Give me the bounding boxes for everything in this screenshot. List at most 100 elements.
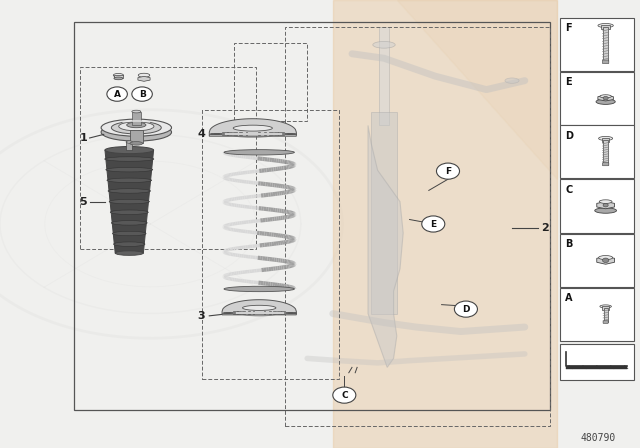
Circle shape [333, 387, 356, 403]
Bar [132, 112, 141, 125]
Ellipse shape [108, 189, 150, 193]
Ellipse shape [598, 255, 612, 260]
Polygon shape [368, 125, 403, 367]
Bar [234, 43, 307, 121]
Bar [74, 22, 550, 410]
Bar [371, 112, 397, 314]
Text: D: D [462, 305, 470, 314]
Text: F: F [565, 23, 572, 33]
Bar [601, 25, 610, 29]
Bar [114, 75, 123, 78]
Bar [566, 366, 627, 369]
Ellipse shape [600, 305, 611, 308]
Bar [560, 125, 634, 178]
Ellipse shape [598, 23, 613, 28]
Ellipse shape [132, 110, 141, 113]
Circle shape [454, 301, 477, 317]
Circle shape [107, 87, 127, 101]
Text: F: F [445, 167, 451, 176]
FancyBboxPatch shape [602, 60, 609, 64]
Bar [379, 27, 389, 125]
Ellipse shape [505, 78, 519, 83]
Bar [126, 142, 132, 150]
Circle shape [436, 163, 460, 179]
Ellipse shape [595, 208, 616, 213]
Ellipse shape [127, 122, 146, 128]
Ellipse shape [243, 305, 276, 310]
Bar [560, 18, 634, 71]
Bar [602, 306, 609, 310]
Bar [603, 27, 608, 61]
Text: B: B [139, 90, 145, 99]
Text: 2: 2 [541, 224, 549, 233]
Polygon shape [333, 0, 557, 448]
Bar [560, 344, 634, 380]
Text: 4: 4 [198, 129, 205, 139]
Circle shape [603, 96, 608, 100]
Ellipse shape [372, 41, 396, 48]
Text: 3: 3 [198, 311, 205, 321]
Ellipse shape [111, 121, 161, 134]
Bar [285, 27, 550, 426]
Circle shape [132, 87, 152, 101]
Polygon shape [138, 77, 150, 82]
Text: 1: 1 [79, 133, 87, 143]
Bar [80, 67, 256, 249]
Text: C: C [565, 185, 572, 194]
Polygon shape [596, 202, 614, 209]
Ellipse shape [130, 142, 143, 145]
Ellipse shape [107, 178, 152, 182]
Polygon shape [105, 150, 154, 253]
Circle shape [603, 203, 608, 207]
Ellipse shape [105, 146, 154, 154]
Ellipse shape [101, 119, 172, 136]
Ellipse shape [115, 251, 143, 255]
FancyBboxPatch shape [602, 163, 609, 166]
Ellipse shape [596, 99, 615, 104]
Polygon shape [596, 256, 614, 264]
Bar [560, 179, 634, 233]
Circle shape [422, 216, 445, 232]
Text: B: B [565, 239, 573, 249]
Ellipse shape [233, 125, 273, 131]
Ellipse shape [110, 210, 148, 215]
Bar [560, 234, 634, 287]
Ellipse shape [240, 310, 278, 316]
Ellipse shape [599, 200, 612, 203]
Ellipse shape [105, 157, 154, 161]
Ellipse shape [101, 123, 172, 141]
Ellipse shape [113, 73, 124, 77]
Text: A: A [565, 293, 573, 303]
Ellipse shape [224, 286, 294, 292]
Ellipse shape [598, 136, 612, 141]
Bar [602, 138, 609, 142]
Bar [560, 72, 634, 125]
FancyBboxPatch shape [603, 321, 608, 323]
Text: C: C [341, 391, 348, 400]
Ellipse shape [126, 141, 132, 143]
Text: 5: 5 [79, 197, 87, 207]
Ellipse shape [111, 220, 147, 225]
Circle shape [602, 258, 609, 263]
Polygon shape [598, 95, 613, 101]
Bar [130, 130, 143, 143]
Polygon shape [397, 0, 557, 179]
Bar [202, 110, 339, 379]
Ellipse shape [224, 150, 294, 155]
Text: 480790: 480790 [580, 433, 616, 443]
Ellipse shape [106, 168, 153, 172]
Ellipse shape [113, 231, 146, 236]
Bar [603, 140, 608, 164]
Bar [560, 288, 634, 341]
Text: D: D [565, 131, 573, 141]
Ellipse shape [109, 199, 150, 204]
Ellipse shape [600, 95, 611, 98]
Text: A: A [114, 90, 120, 99]
Ellipse shape [119, 122, 154, 131]
Text: E: E [430, 220, 436, 228]
Polygon shape [209, 119, 296, 136]
Ellipse shape [138, 73, 150, 77]
Polygon shape [222, 300, 296, 315]
Ellipse shape [230, 130, 276, 138]
Bar [604, 308, 607, 322]
